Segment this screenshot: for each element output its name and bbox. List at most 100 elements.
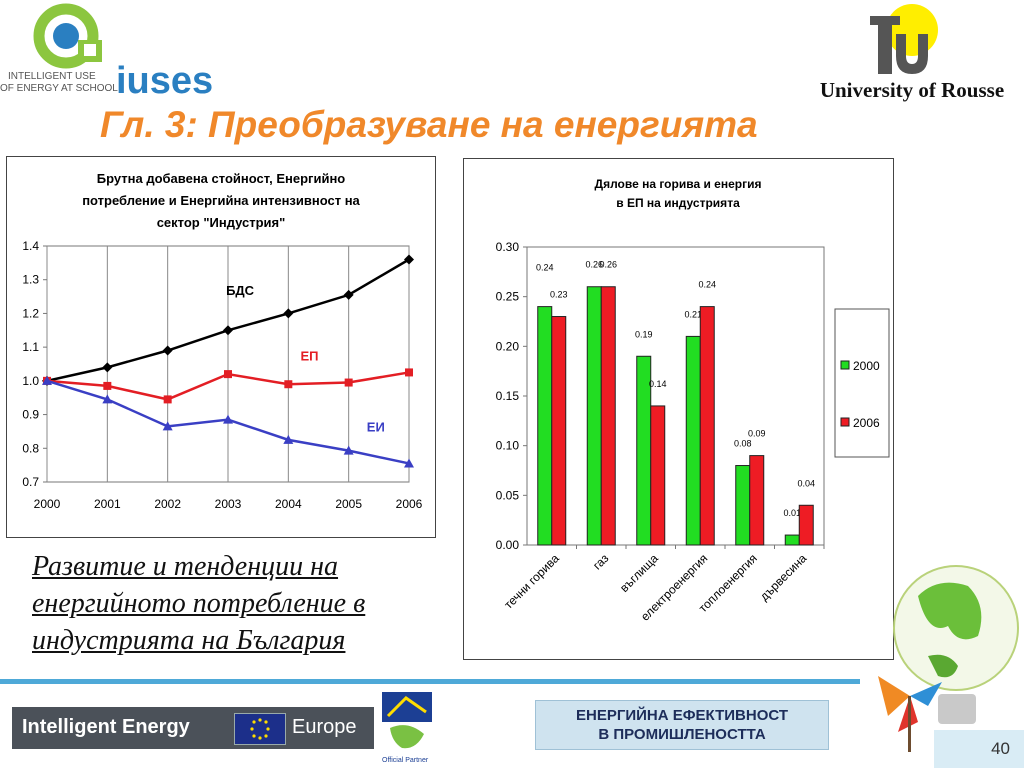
data-point — [343, 445, 354, 455]
iuses-tagline-2: OF ENERGY AT SCHOOL — [0, 83, 118, 94]
data-point — [284, 380, 293, 389]
x-tick-label: 2000 — [34, 497, 61, 511]
legend-label: 2006 — [853, 416, 880, 430]
data-label: 0.01 — [783, 508, 801, 518]
university-emblem — [870, 4, 938, 74]
bar — [798, 504, 814, 546]
data-label: 0.14 — [649, 379, 667, 389]
y-tick-label: 0.30 — [496, 240, 520, 254]
data-label: 0.21 — [684, 309, 702, 319]
x-tick-label: 2006 — [396, 497, 423, 511]
x-tick-label: 2003 — [215, 497, 242, 511]
x-tick-label: 2001 — [94, 497, 121, 511]
data-label: 0.19 — [635, 329, 653, 339]
chart-title-line: потребление и Енергийна интензивност на — [82, 193, 360, 208]
university-name: University of Rousse — [819, 78, 1005, 102]
iuses-wordmark: iuses — [116, 60, 213, 100]
data-point — [162, 345, 173, 356]
y-tick-label: 1.2 — [22, 306, 39, 320]
caption-line: индустрията на България — [32, 625, 346, 656]
x-tick-label: 2004 — [275, 497, 302, 511]
y-tick-label: 0.05 — [496, 488, 520, 502]
bar — [735, 465, 751, 546]
bar — [537, 306, 553, 546]
banner-line: ЕНЕРГИЙНА ЕФЕКТИВНОСТ — [576, 707, 788, 724]
chart-title-line: в ЕП на индустрията — [616, 196, 740, 210]
slide-caption: Развитие и тенденции на енергийното потр… — [32, 548, 452, 659]
data-label: 0.26 — [585, 260, 603, 270]
eu-flag-icon — [234, 713, 286, 745]
bar-chart-panel: Дялове на горива и енергия в ЕП на индуст… — [463, 158, 894, 660]
data-label: 0.09 — [748, 429, 766, 439]
plot-area — [526, 246, 825, 546]
x-tick-label: 2002 — [154, 497, 181, 511]
bar — [551, 316, 567, 546]
line-chart: Брутна добавена стойност, Енергийно потре… — [22, 171, 423, 511]
y-tick-label: 0.20 — [496, 339, 520, 353]
y-tick-label: 0.7 — [22, 475, 39, 489]
legend-swatch — [840, 417, 850, 427]
y-tick-label: 1.1 — [22, 340, 39, 354]
data-point — [344, 378, 353, 387]
data-point — [162, 421, 173, 431]
y-tick-label: 0.25 — [496, 290, 520, 304]
official-partner-logo: Official Partner — [380, 690, 435, 765]
data-point — [283, 308, 294, 319]
bar — [586, 286, 602, 546]
series-label: ЕИ — [367, 419, 385, 434]
y-tick-label: 0.00 — [496, 538, 520, 552]
data-label: 0.26 — [599, 260, 617, 270]
ie-logo-left: Intelligent Energy — [22, 716, 190, 738]
x-tick-label: въглища — [617, 551, 661, 595]
data-label: 0.24 — [536, 263, 554, 273]
data-point — [42, 375, 52, 385]
data-point — [283, 434, 294, 444]
y-tick-label: 1.4 — [22, 239, 39, 253]
caption-line: енергийното потребление в — [32, 588, 366, 619]
topic-banner: ЕНЕРГИЙНА ЕФЕКТИВНОСТ В ПРОМИШЛЕНОСТТА — [535, 700, 829, 750]
data-point — [223, 414, 233, 424]
data-label: 0.04 — [797, 478, 815, 488]
legend-label: 2000 — [853, 359, 880, 373]
partner-label: Official Partner — [382, 757, 429, 764]
iuses-logo: INTELLIGENT USE OF ENERGY AT SCHOOL iuse… — [0, 0, 230, 102]
chart-title-line: Дялове на горива и енергия — [595, 177, 762, 191]
bar — [650, 405, 666, 546]
y-tick-label: 0.8 — [22, 441, 39, 455]
data-point — [404, 458, 414, 468]
slide-title: Гл. 3: Преобразуване на енергията — [100, 104, 758, 145]
y-tick-label: 0.15 — [496, 389, 520, 403]
x-tick-label: газ — [590, 551, 612, 573]
ie-logo-right: Europe — [292, 716, 357, 738]
data-label: 0.23 — [550, 290, 568, 300]
y-tick-label: 0.9 — [22, 408, 39, 422]
data-point — [103, 381, 112, 390]
data-point — [223, 325, 233, 336]
legend-swatch — [840, 360, 850, 370]
y-tick-label: 1.3 — [22, 273, 39, 287]
series-label: БДС — [226, 283, 255, 298]
series-label: ЕП — [300, 349, 318, 364]
iuses-logo-graphic: INTELLIGENT USE OF ENERGY AT SCHOOL iuse… — [0, 3, 213, 102]
data-label: 0.24 — [698, 280, 716, 290]
university-logo: University of Rousse — [800, 4, 1024, 108]
y-tick-label: 1.0 — [22, 374, 39, 388]
data-point — [163, 395, 172, 404]
chart-title-line: Брутна добавена стойност, Енергийно — [97, 171, 346, 186]
data-point — [343, 289, 354, 300]
data-point — [404, 254, 414, 265]
bar — [784, 534, 800, 546]
bar — [600, 286, 616, 546]
intelligent-energy-europe-logo: Intelligent Energy Europe — [12, 707, 374, 749]
bar-chart: Дялове на горива и енергия в ЕП на индуст… — [496, 177, 890, 624]
footer-divider — [0, 679, 860, 684]
data-point — [102, 362, 113, 373]
chart-title-line: сектор "Индустрия" — [157, 215, 286, 230]
bar — [749, 455, 765, 546]
legend-box — [834, 308, 890, 458]
line-chart-panel: Брутна добавена стойност, Енергийно потре… — [6, 156, 436, 538]
legend: 2000 2006 — [834, 308, 890, 458]
data-point — [224, 370, 232, 379]
x-tick-label: течни горива — [501, 551, 562, 612]
caption-line: Развитие и тенденции на — [32, 551, 339, 582]
